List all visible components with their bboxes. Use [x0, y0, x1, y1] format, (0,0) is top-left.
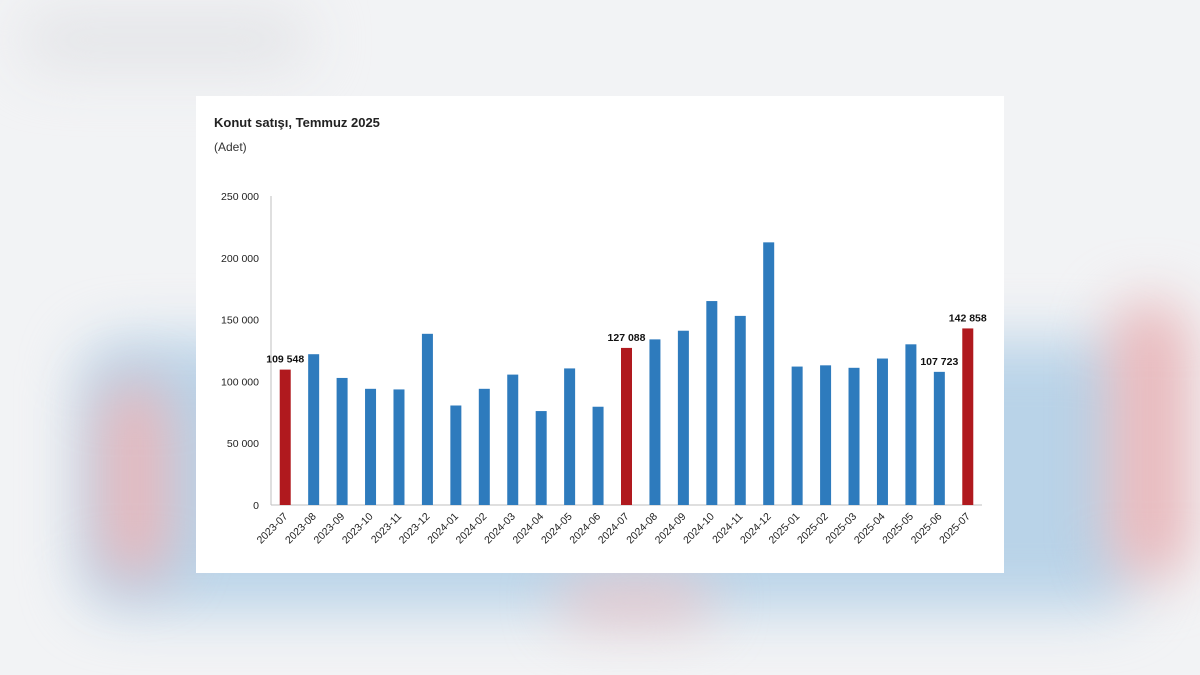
y-tick-label: 100 000	[221, 376, 259, 388]
bar	[421, 333, 433, 505]
background-blob	[560, 580, 710, 620]
x-tick-label: 2023-10	[340, 511, 376, 547]
data-label: 127 088	[608, 332, 646, 344]
x-tick-label: 2024-10	[681, 511, 717, 547]
y-tick-label: 0	[253, 500, 259, 512]
background-blob	[1110, 300, 1190, 580]
bar	[393, 389, 405, 505]
bar	[677, 330, 689, 505]
bar	[820, 365, 832, 505]
data-label: 107 723	[920, 356, 958, 368]
chart-subtitle: (Adet)	[214, 140, 247, 154]
y-tick-label: 200 000	[221, 253, 259, 265]
background-blob	[100, 380, 170, 580]
y-tick-label: 50 000	[227, 438, 259, 450]
chart-card: Konut satışı, Temmuz 2025 (Adet) 0 50 000…	[196, 96, 1004, 573]
bar	[621, 347, 632, 505]
bar	[478, 388, 490, 505]
bar	[535, 411, 547, 505]
data-label: 109 548	[266, 354, 304, 366]
bar	[450, 405, 462, 505]
bar	[365, 388, 377, 505]
bar	[649, 339, 661, 505]
bar	[734, 315, 746, 505]
bar	[848, 367, 860, 505]
y-tick-label: 150 000	[221, 315, 259, 327]
bar	[962, 328, 974, 505]
bar	[876, 358, 888, 505]
bar	[564, 368, 576, 505]
bar	[279, 369, 291, 505]
bar	[791, 366, 803, 505]
bar	[763, 242, 775, 505]
y-tick-label: 250 000	[221, 191, 259, 203]
bar	[336, 377, 348, 505]
bar	[933, 371, 945, 505]
bar	[507, 374, 519, 505]
bar	[706, 301, 718, 505]
chart-title: Konut satışı, Temmuz 2025	[214, 115, 380, 130]
bar-chart: 0 50 000 100 000 150 000 200 000 250 000 2023-…	[221, 191, 987, 547]
bar	[308, 354, 320, 505]
x-tick-label: 2025-07	[937, 511, 973, 547]
background-blob	[20, 10, 310, 70]
data-label: 142 858	[949, 312, 987, 324]
bar	[905, 344, 917, 505]
bar	[592, 406, 604, 505]
